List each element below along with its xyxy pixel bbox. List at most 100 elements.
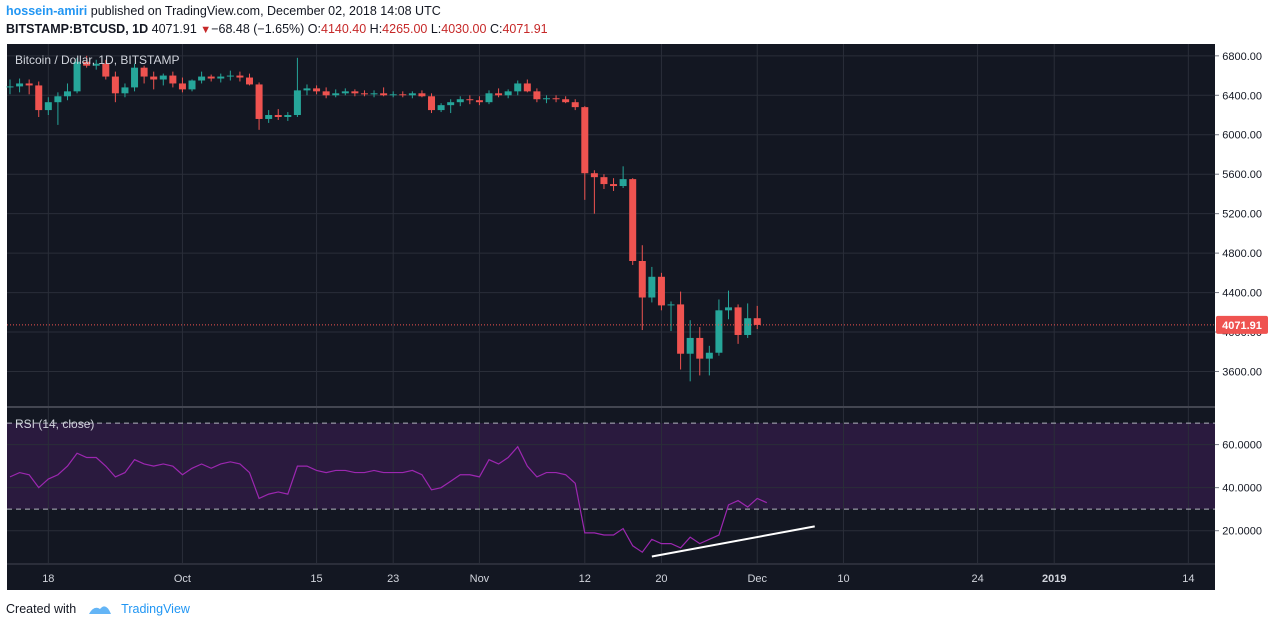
candle	[571, 99, 579, 111]
candle	[303, 84, 311, 96]
candle	[150, 71, 158, 90]
last-price: 4071.91	[151, 22, 197, 36]
time-tick-label: 12	[579, 573, 591, 585]
publish-info: hossein-amiri published on TradingView.c…	[6, 4, 441, 18]
created-with-text: Created with	[6, 602, 77, 616]
symbol-name: BITSTAMP:BTCUSD, 1D	[6, 22, 149, 36]
candle-body	[533, 91, 541, 100]
candle-body	[571, 102, 579, 108]
candle-body	[265, 115, 273, 119]
candle	[246, 73, 253, 86]
time-tick-label: 20	[655, 573, 667, 585]
candle	[686, 320, 694, 382]
candle	[744, 303, 752, 338]
symbol-info: BITSTAMP:BTCUSD, 1D 4071.91 ▼−68.48 (−1.…	[6, 22, 548, 36]
candle-body	[207, 76, 215, 79]
candle-body	[667, 304, 675, 306]
candle-body	[169, 75, 177, 84]
candle-body	[744, 318, 752, 335]
candle-body	[73, 61, 81, 92]
candle	[657, 272, 665, 311]
open-value: 4140.40	[321, 22, 367, 36]
candle	[111, 71, 119, 103]
candle	[265, 110, 273, 123]
candle	[188, 79, 196, 92]
candle	[715, 299, 723, 356]
candle	[63, 83, 71, 101]
candle-body	[447, 102, 455, 106]
candle-body	[389, 94, 397, 96]
candle-body	[380, 93, 388, 96]
candle-body	[696, 337, 704, 359]
candle-body	[83, 61, 91, 66]
author-link[interactable]: hossein-amiri	[6, 4, 88, 18]
time-tick-label: Oct	[174, 573, 191, 585]
candle	[514, 80, 522, 96]
candle-body	[322, 91, 330, 96]
candle-body	[63, 91, 71, 97]
candle-body	[303, 88, 311, 91]
candle	[504, 89, 512, 99]
candle-body	[131, 67, 139, 88]
candle	[293, 57, 301, 117]
candle	[523, 79, 531, 93]
candle-body	[399, 94, 407, 96]
candle	[447, 99, 455, 114]
candle-body	[92, 63, 100, 66]
rsi-trendline	[651, 525, 815, 558]
candle-body	[360, 93, 368, 95]
candle	[562, 96, 570, 104]
price-tick-label: 4800.00	[1222, 248, 1262, 260]
candle	[313, 85, 321, 95]
time-tick-label: 24	[971, 573, 983, 585]
candle	[332, 89, 340, 98]
candle	[73, 57, 81, 94]
tradingview-logo-icon	[88, 606, 111, 614]
footer: Created with TradingView	[6, 602, 190, 617]
candle	[466, 95, 474, 105]
price-tick-label: 5200.00	[1222, 209, 1262, 221]
low-label: L:	[430, 22, 442, 36]
tradingview-brand[interactable]: TradingView	[121, 602, 190, 616]
candle-body	[475, 100, 483, 103]
candle	[159, 73, 167, 86]
candle	[198, 71, 206, 84]
candle	[341, 88, 349, 96]
candle	[207, 74, 215, 82]
candle	[226, 70, 234, 81]
candle-body	[150, 76, 158, 80]
candle-body	[734, 307, 742, 335]
candle	[581, 106, 589, 200]
chart-area[interactable]: 3600.004000.004400.004800.005200.005600.…	[0, 42, 1274, 594]
candle-body	[629, 179, 637, 262]
candle	[638, 245, 646, 331]
candle-body	[226, 75, 234, 77]
candle-body	[619, 179, 627, 187]
candle	[178, 77, 186, 93]
candle-body	[188, 80, 196, 90]
candle	[418, 90, 426, 98]
candle-body	[178, 83, 186, 90]
price-tick-label: 6400.00	[1222, 90, 1262, 102]
candle	[25, 79, 33, 95]
rsi-tick-label: 60.0000	[1222, 440, 1262, 452]
candle-body	[274, 115, 282, 117]
candle-body	[284, 115, 292, 117]
candle	[6, 79, 14, 95]
candle-body	[552, 98, 560, 100]
candle-body	[16, 83, 24, 87]
candle	[83, 55, 91, 68]
candle-body	[581, 107, 589, 174]
close-value: 4071.91	[502, 22, 548, 36]
candle-body	[44, 102, 52, 111]
candle-body	[408, 93, 416, 96]
down-triangle-icon: ▼	[200, 24, 212, 36]
candle-body	[542, 98, 550, 100]
candle-body	[121, 87, 129, 94]
candle-body	[600, 177, 608, 185]
candle-body	[504, 91, 512, 96]
candle-body	[159, 75, 167, 80]
candle-body	[370, 93, 378, 95]
time-tick-label: Nov	[470, 573, 490, 585]
candle-body	[657, 276, 665, 306]
